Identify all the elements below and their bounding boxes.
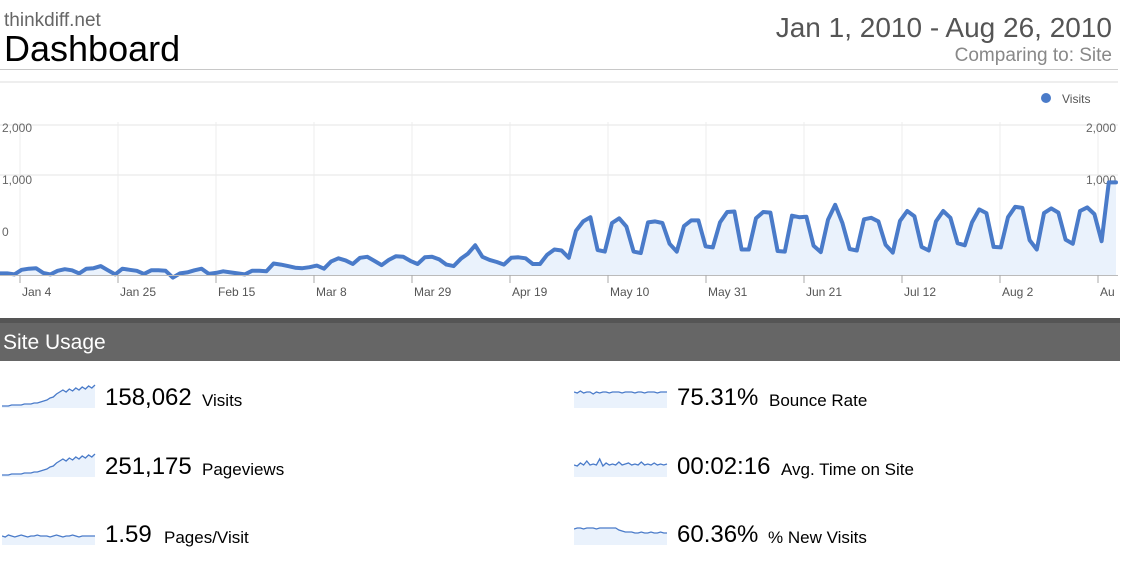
metric-label[interactable]: Bounce Rate	[769, 391, 868, 410]
section-bar-edge	[0, 318, 1120, 323]
x-tick-label: Au	[1100, 285, 1115, 299]
sparkline-line	[574, 527, 667, 534]
sparkline-line	[2, 453, 96, 476]
section-title: Site Usage	[3, 331, 106, 354]
metric-label[interactable]: % New Visits	[768, 528, 867, 547]
metric-value: 75.31%	[677, 384, 759, 411]
metric-value: 60.36%	[677, 521, 759, 548]
sparkline-line	[574, 390, 667, 395]
page-title: Dashboard	[4, 28, 181, 69]
sparkline-new-visits	[574, 527, 667, 545]
x-tick-label: Mar 8	[316, 285, 347, 299]
comparison-label: Comparing to: Site	[954, 45, 1112, 66]
y-tick-left: 2,000	[2, 121, 32, 135]
header: thinkdiff.net Dashboard Jan 1, 2010 - Au…	[0, 0, 1122, 70]
y-tick-left: 0	[2, 225, 9, 239]
site-usage-header: Site Usage	[0, 318, 1120, 361]
sparkline-avg-time-on-site	[574, 457, 668, 477]
visits-series-line[interactable]	[0, 180, 1118, 280]
sparkline-area	[574, 528, 667, 545]
x-tick-label: Feb 15	[218, 285, 256, 299]
x-tick-label: Jul 12	[904, 285, 936, 299]
metric-label[interactable]: Visits	[202, 391, 243, 410]
x-tick-label: Jun 21	[806, 285, 842, 299]
chart-legend[interactable]: Visits	[1041, 92, 1090, 106]
site-name[interactable]: thinkdiff.net	[4, 10, 101, 31]
metric-value: 00:02:16	[677, 453, 771, 480]
sparkline-line	[2, 534, 95, 538]
metric-value: 158,062	[105, 384, 192, 411]
metric-label[interactable]: Avg. Time on Site	[781, 460, 914, 479]
sparkline-pages-per-visit	[2, 534, 95, 545]
metric-new-visits[interactable]: 60.36% % New Visits	[574, 519, 1114, 553]
x-tick-label: May 31	[708, 285, 748, 299]
x-axis-ticks: Jan 4 Jan 25 Feb 15 Mar 8 Mar 29 Apr 19 May 10…	[0, 275, 1118, 299]
x-tick-label: Mar 29	[414, 285, 452, 299]
y-tick-left: 1,000	[2, 173, 32, 187]
x-tick-label: Apr 19	[512, 285, 548, 299]
metric-avg-time-on-site[interactable]: 00:02:16 Avg. Time on Site	[574, 451, 1114, 485]
x-tick-label: Aug 2	[1002, 285, 1034, 299]
metric-pageviews[interactable]: 251,175 Pageviews	[2, 451, 522, 485]
sparkline-line	[2, 384, 96, 407]
metric-visits[interactable]: 158,062 Visits	[2, 382, 522, 416]
sparkline-area	[574, 391, 667, 408]
metric-bounce-rate[interactable]: 75.31% Bounce Rate	[574, 382, 1114, 416]
x-tick-label: May 10	[610, 285, 650, 299]
metric-label[interactable]: Pageviews	[202, 460, 285, 479]
visits-series-area	[0, 182, 1116, 278]
date-range[interactable]: Jan 1, 2010 - Aug 26, 2010	[775, 12, 1112, 43]
x-tick-label: Jan 4	[22, 285, 52, 299]
metric-pages-per-visit[interactable]: 1.59 Pages/Visit	[2, 519, 522, 553]
legend-marker-visits	[1041, 93, 1051, 103]
sparkline-bounce-rate	[574, 390, 667, 408]
legend-label-visits: Visits	[1062, 92, 1090, 106]
sparkline-pageviews	[2, 453, 96, 477]
metric-value: 1.59	[105, 521, 152, 548]
sparkline-area	[2, 535, 95, 545]
metric-value: 251,175	[105, 453, 192, 480]
y-tick-right: 2,000	[1086, 121, 1116, 135]
sparkline-line	[574, 457, 668, 468]
sparkline-visits	[2, 384, 96, 408]
header-divider	[0, 69, 1118, 70]
x-tick-label: Jan 25	[120, 285, 156, 299]
metric-label[interactable]: Pages/Visit	[164, 528, 249, 547]
